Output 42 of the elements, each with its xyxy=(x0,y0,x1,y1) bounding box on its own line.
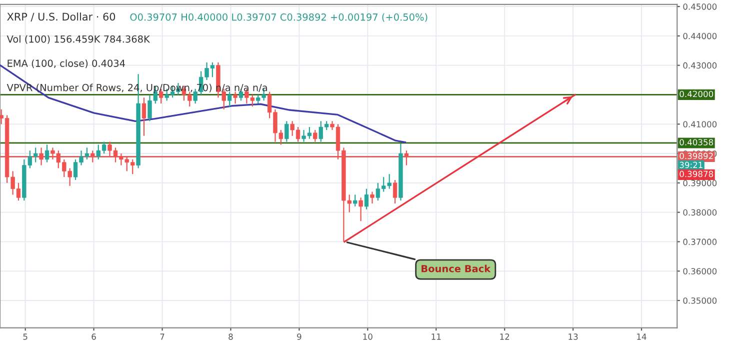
x-tick-label: 14 xyxy=(637,334,646,340)
x-tick-label: 6 xyxy=(92,334,96,340)
x-tick-label: 13 xyxy=(568,334,578,340)
candlestick xyxy=(364,188,369,210)
candlestick xyxy=(392,179,398,204)
text: XRP / U.S. Dollar · 60 xyxy=(7,12,116,22)
candlestick xyxy=(233,91,238,104)
y-tick-label: 0.44000 xyxy=(683,32,717,40)
y-tick-label: 0.45000 xyxy=(683,4,717,10)
y-tick-label: 0.36000 xyxy=(683,268,717,274)
x-tick-label: 8 xyxy=(228,334,233,340)
ref-line-label: 0.40358 xyxy=(680,139,714,146)
x-tick-label: 10 xyxy=(363,334,372,340)
x-tick-label: 7 xyxy=(160,334,164,340)
candlestick xyxy=(90,150,95,163)
x-tick-label: 11 xyxy=(432,334,441,340)
candlestick xyxy=(44,144,50,163)
annotation: EMA (100, close) 0.4034 xyxy=(8,59,125,68)
candlestick xyxy=(358,197,363,222)
text: 39:21 xyxy=(680,162,702,168)
x-tick-label: 5 xyxy=(23,334,28,340)
y-tick-label: 0.43000 xyxy=(683,62,717,69)
y-tick-label: 0.37000 xyxy=(683,238,717,245)
y-tick-label: 0.41000 xyxy=(683,121,717,128)
candlestick xyxy=(284,120,289,142)
annotation: Bounce Back xyxy=(422,264,491,272)
candlestick xyxy=(370,191,374,204)
y-tick-label: 0.35000 xyxy=(683,297,717,304)
annotation: Vol (100) 156.459K 784.368K xyxy=(6,35,150,44)
x-tick-label: 9 xyxy=(297,334,302,340)
y-tick-label: 0.39000 xyxy=(683,180,717,186)
candlestick xyxy=(313,129,318,142)
candlestick xyxy=(227,91,232,108)
x-tick-label: 12 xyxy=(500,334,510,340)
text: 0.39878 xyxy=(680,170,714,178)
annotation: O0.39707 H0.40000 L0.39707 C0.39892 +0.00197 (+0.50%) xyxy=(130,13,428,22)
candlestick xyxy=(404,150,409,166)
candlestick xyxy=(39,147,44,166)
candlestick xyxy=(142,97,146,136)
ref-line-label: 0.42000 xyxy=(680,90,714,98)
candlestick xyxy=(353,194,358,207)
y-tick-label: 0.38000 xyxy=(683,209,717,216)
